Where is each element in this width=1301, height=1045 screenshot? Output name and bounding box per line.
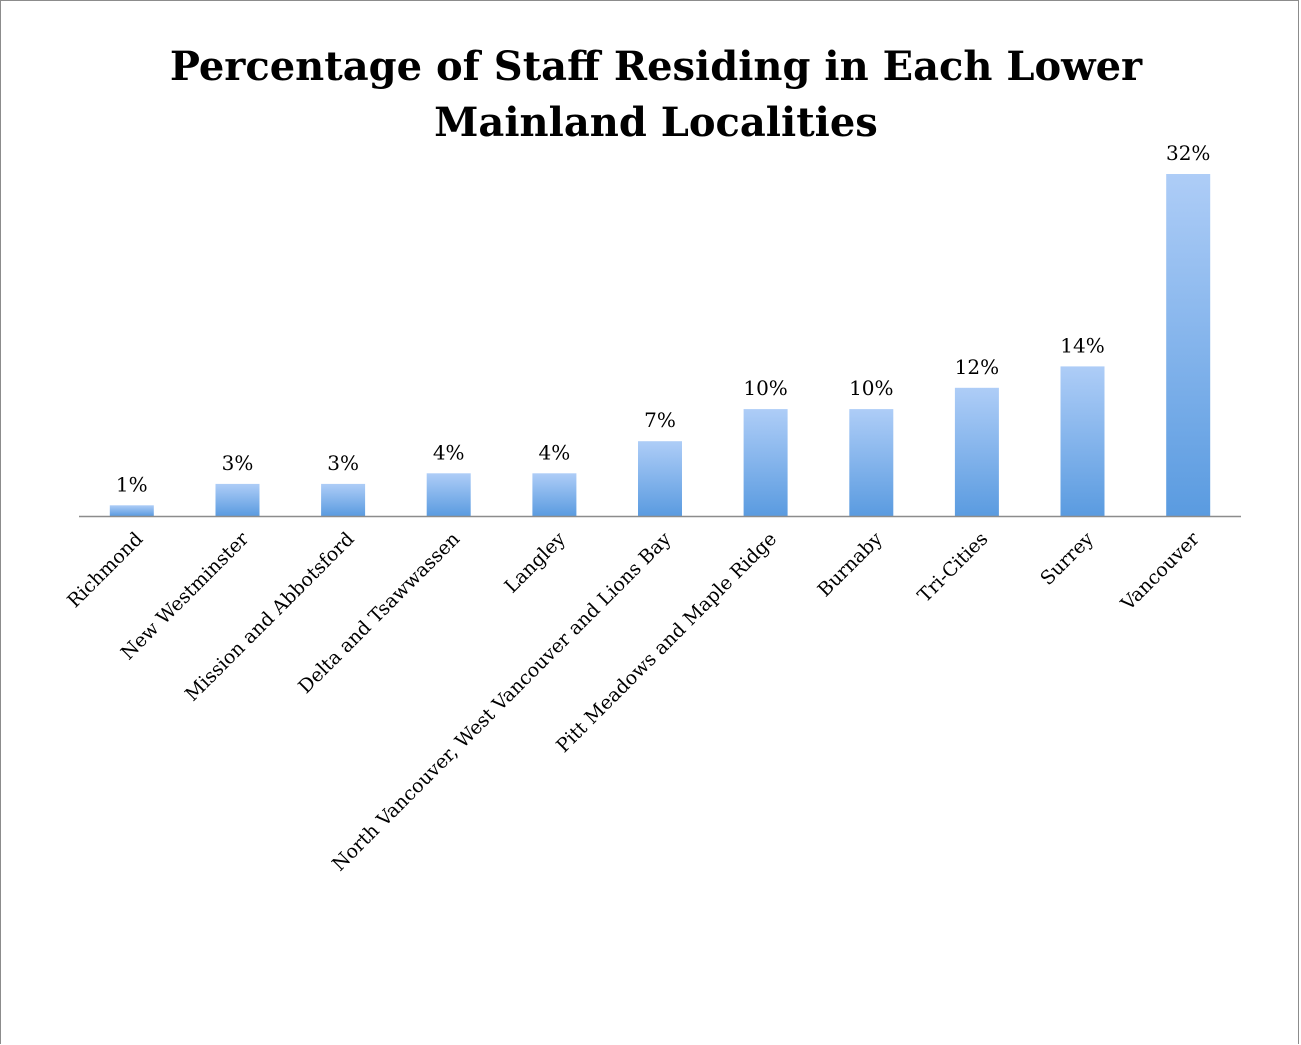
bar-5	[638, 441, 682, 516]
bars-layer	[109, 174, 1211, 517]
bar-7	[849, 409, 894, 516]
category-label-7: Burnaby	[813, 528, 887, 602]
value-label-1: 3%	[222, 451, 254, 475]
bar-4	[532, 473, 577, 517]
value-label-5: 7%	[644, 408, 676, 432]
category-label-9: Surrey	[1036, 528, 1098, 590]
bar-9	[1060, 366, 1105, 516]
bar-10	[1166, 174, 1211, 516]
bar-3	[426, 473, 471, 517]
bar-8	[954, 387, 999, 517]
value-label-9: 14%	[1060, 333, 1104, 357]
bar-0	[109, 505, 154, 516]
value-label-6: 10%	[743, 376, 787, 400]
bar-6	[743, 409, 788, 516]
category-label-4: Langley	[500, 528, 570, 598]
category-label-2: Mission and Abbotsford	[181, 528, 359, 706]
value-label-8: 12%	[955, 355, 999, 379]
category-label-8: Tri-Cities	[914, 528, 993, 607]
category-label-10: Vancouver	[1116, 527, 1204, 615]
bar-1	[215, 483, 260, 516]
value-label-3: 4%	[433, 440, 465, 464]
value-label-4: 4%	[539, 440, 571, 464]
value-label-2: 3%	[327, 451, 359, 475]
value-label-10: 32%	[1166, 141, 1210, 165]
value-label-0: 1%	[116, 472, 148, 496]
chart-title: Percentage of Staff Residing in Each Low…	[169, 43, 1143, 146]
category-label-6: Pitt Meadows and Maple Ridge	[552, 528, 781, 757]
value-label-7: 10%	[849, 376, 893, 400]
bar-2	[321, 483, 366, 516]
category-label-0: Richmond	[63, 528, 147, 612]
